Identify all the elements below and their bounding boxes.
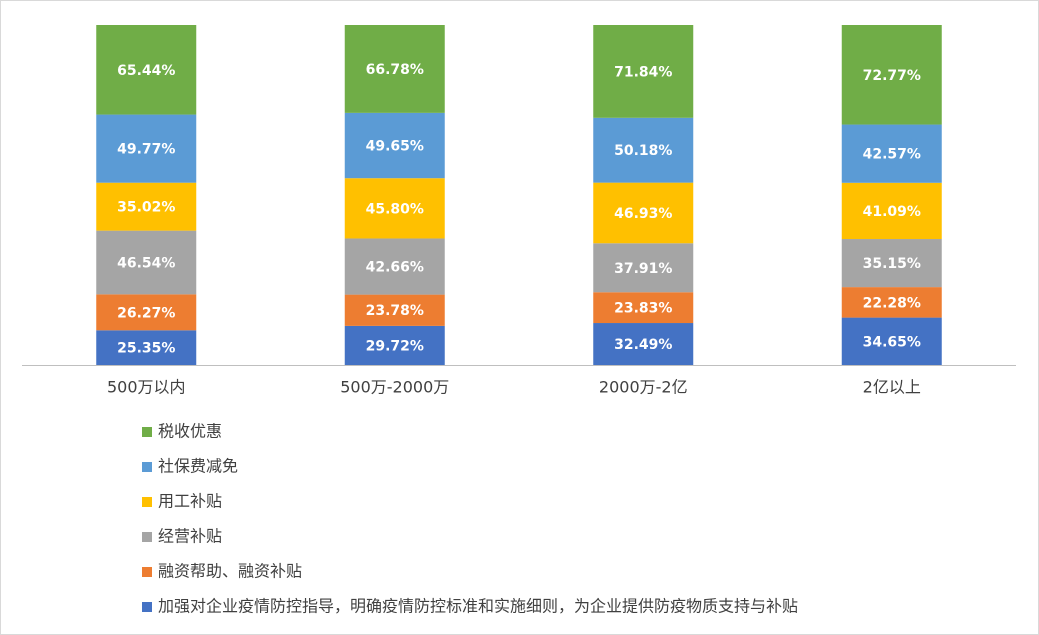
bar-segment xyxy=(344,294,445,326)
x-tick-label: 2000万-2亿 xyxy=(599,378,688,397)
bar-segment xyxy=(593,182,694,244)
bar-segment xyxy=(96,114,197,183)
data-label: 45.80% xyxy=(366,201,424,217)
data-label: 25.35% xyxy=(117,341,175,357)
bar-segment xyxy=(841,317,942,365)
x-tick-label: 2亿以上 xyxy=(863,378,921,397)
data-label: 42.66% xyxy=(366,260,424,276)
legend-swatch xyxy=(142,532,152,542)
data-label: 34.65% xyxy=(863,334,921,350)
data-label: 35.15% xyxy=(863,256,921,272)
x-tick-label: 500万以内 xyxy=(107,378,186,397)
bar-segment xyxy=(96,294,197,331)
legend-swatch xyxy=(142,602,152,612)
data-label: 46.93% xyxy=(614,206,672,222)
bar-segment xyxy=(593,323,694,365)
bar-segment xyxy=(841,182,942,240)
data-label: 46.54% xyxy=(117,255,175,271)
bar-segment xyxy=(344,238,445,295)
bar-segment xyxy=(593,243,694,293)
bar-segment xyxy=(344,112,445,179)
bar-segment xyxy=(841,124,942,183)
legend-swatch xyxy=(142,427,152,437)
legend-swatch xyxy=(142,462,152,472)
data-label: 49.77% xyxy=(117,142,175,158)
bar-segment xyxy=(841,25,942,125)
data-label: 50.18% xyxy=(614,143,672,159)
bar-segment xyxy=(96,25,197,115)
bar-segment xyxy=(344,325,445,365)
legend-label: 用工补贴 xyxy=(158,492,222,511)
legend-label: 融资帮助、融资补贴 xyxy=(158,562,302,581)
data-label: 71.84% xyxy=(614,64,672,80)
bar-segment xyxy=(841,239,942,288)
data-label: 22.28% xyxy=(863,295,921,311)
data-label: 66.78% xyxy=(366,62,424,78)
legend-label: 税收优惠 xyxy=(158,422,222,441)
data-label: 23.83% xyxy=(614,301,672,317)
bar-segment xyxy=(841,287,942,318)
bar-segment xyxy=(96,182,197,231)
data-label: 42.57% xyxy=(863,147,921,163)
bar-segment xyxy=(344,178,445,239)
bar-segment xyxy=(96,330,197,365)
data-label: 37.91% xyxy=(614,261,672,277)
legend-swatch xyxy=(142,567,152,577)
data-label: 72.77% xyxy=(863,68,921,84)
x-tick-label: 500万-2000万 xyxy=(340,378,449,397)
legend-label: 加强对企业疫情防控指导，明确疫情防控标准和实施细则，为企业提供防疫物质支持与补贴 xyxy=(158,597,798,616)
legend-swatch xyxy=(142,497,152,507)
data-label: 65.44% xyxy=(117,63,175,79)
data-label: 32.49% xyxy=(614,337,672,353)
data-label: 49.65% xyxy=(366,139,424,155)
data-label: 35.02% xyxy=(117,200,175,216)
bar-segment xyxy=(344,25,445,113)
bar-segment xyxy=(593,25,694,118)
data-label: 41.09% xyxy=(863,204,921,220)
legend-label: 社保费减免 xyxy=(158,457,238,476)
data-label: 23.78% xyxy=(366,303,424,319)
bar-segment xyxy=(96,230,197,295)
bar-segment xyxy=(593,117,694,183)
bar-segment xyxy=(593,292,694,324)
data-label: 26.27% xyxy=(117,305,175,321)
data-label: 29.72% xyxy=(366,338,424,354)
legend-label: 经营补贴 xyxy=(158,527,222,546)
